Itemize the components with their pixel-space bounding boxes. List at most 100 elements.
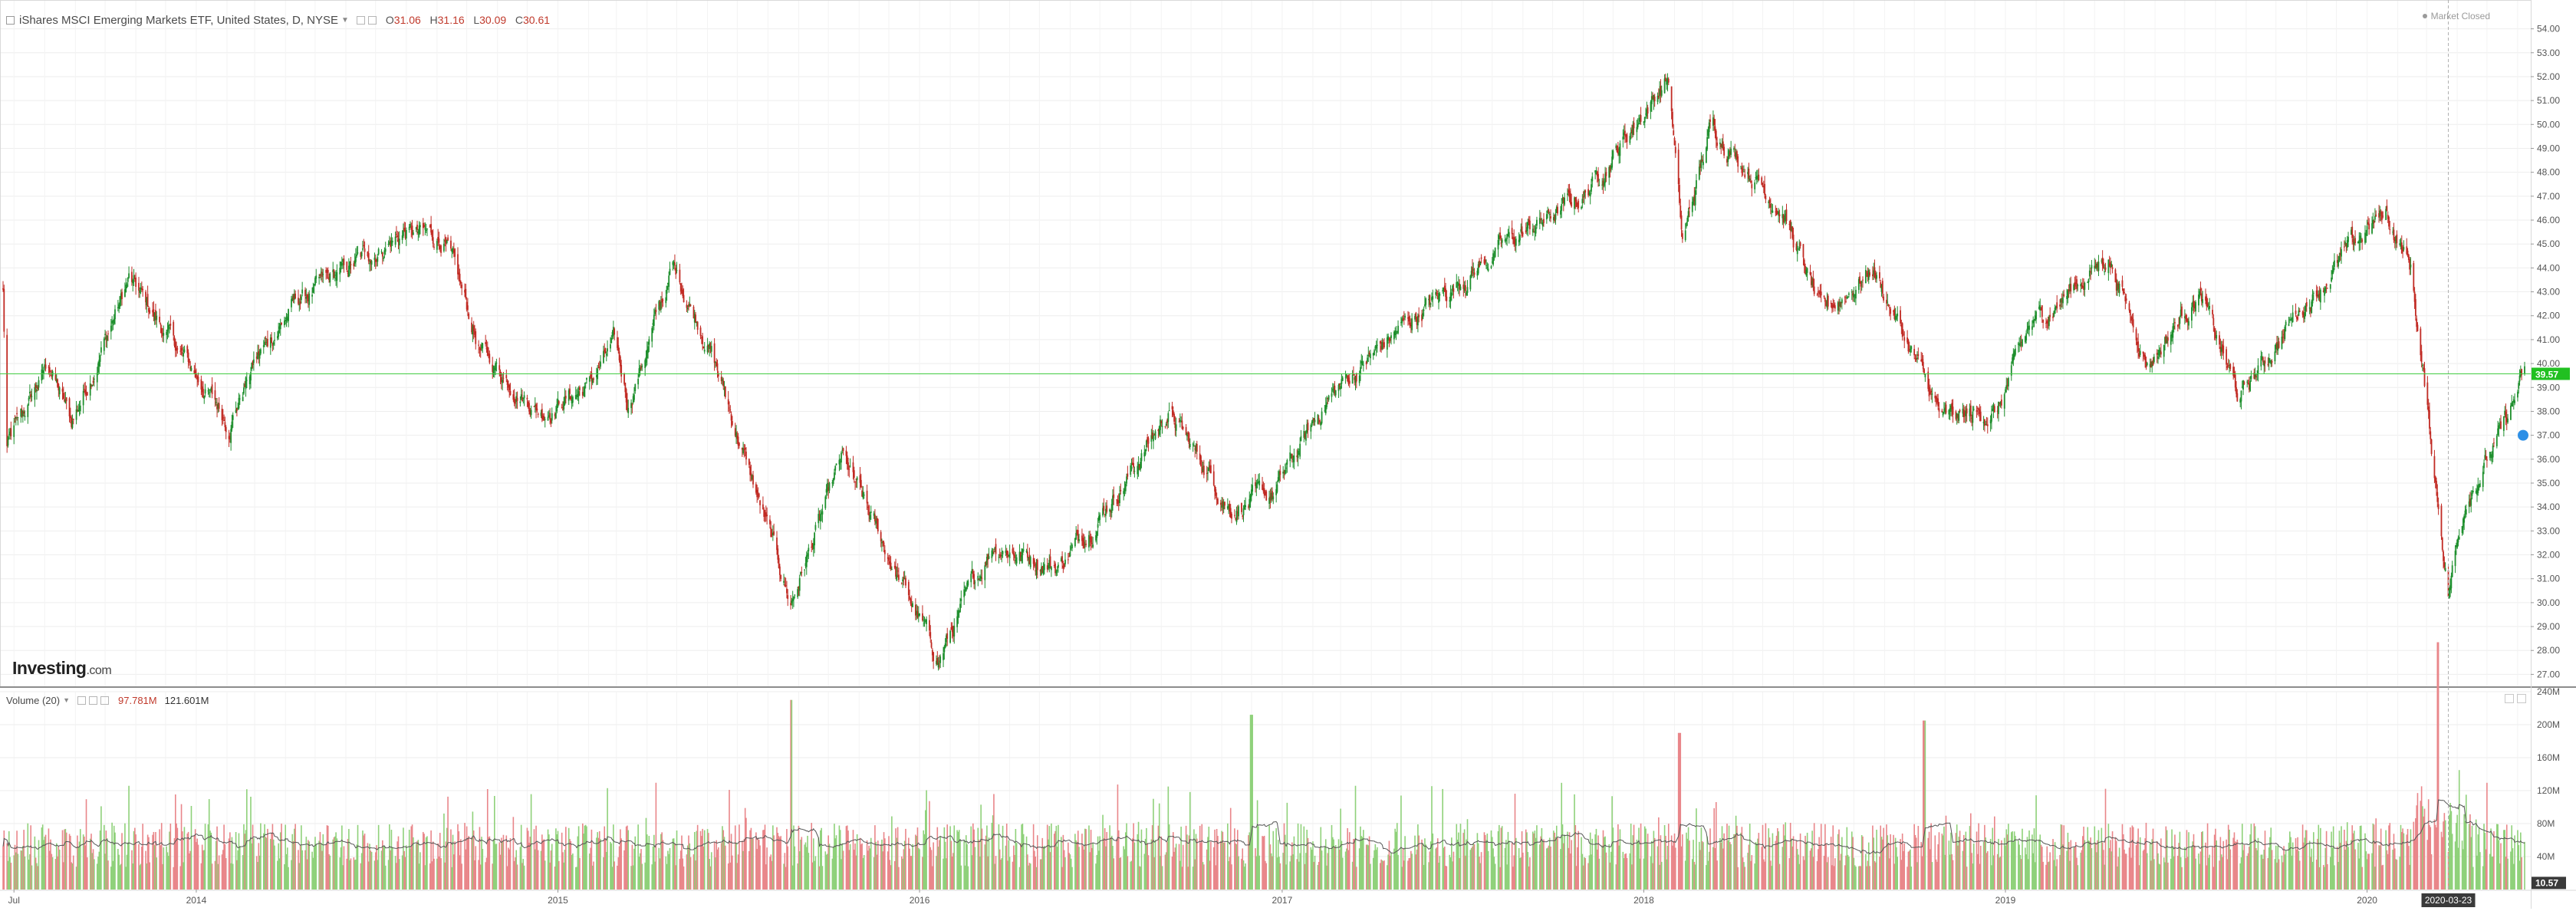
candle-body [1584,190,1587,193]
candle-body [145,291,146,303]
candle-body [1425,298,1427,305]
volume-bar [1414,835,1416,890]
volume-bar [770,854,772,890]
volume-bar [536,842,538,890]
candle-body [1687,211,1689,218]
volume-bar [298,863,301,890]
volume-bar [124,823,126,890]
candle-body [1515,238,1517,246]
candle-body [239,398,241,400]
candle-body [1275,488,1278,495]
volume-bar [1354,839,1356,890]
candle-body [1137,463,1140,470]
candle-body [722,380,725,386]
candle-body [333,269,335,278]
candle-body [1249,498,1251,508]
candle-body [423,225,425,227]
volume-bar [149,862,151,890]
volume-bar [1421,839,1423,890]
volume-bar [1212,847,1215,890]
volume-bar [1331,837,1334,890]
volume-bar [1561,824,1564,890]
candle-body [1015,560,1017,561]
candle-body [312,287,314,293]
candle-body [2365,234,2367,235]
volume-bar [1151,825,1153,890]
volume-bar [1591,854,1592,890]
candle-body [2024,336,2026,343]
volume-bar [1374,844,1377,890]
candle-body [1823,295,1825,298]
candle-body [339,268,341,275]
candle-body [2334,260,2335,267]
candle-body [1282,472,1285,474]
candle-body [1834,305,1836,309]
volume-bar [1546,848,1548,890]
candle-body [2178,324,2180,325]
candle-body [1255,482,1258,488]
candle-body [1791,229,1792,231]
candle-body [186,346,189,354]
volume-bar [203,850,206,890]
candle-body [418,225,420,235]
volume-bar [1435,848,1436,890]
candle-body [1008,552,1011,558]
volume-bar [176,823,177,890]
candle-body [2311,294,2314,304]
candle-body [1921,359,1923,363]
candle-body [468,313,470,319]
candle-body [555,413,557,419]
candle-body [2229,367,2230,369]
candle-body [1250,489,1252,497]
candle-body [2222,345,2225,354]
candle-body [1235,518,1237,520]
volume-bars [2,642,2525,890]
candle-body [1969,405,1972,416]
candle-body [1174,423,1176,429]
candle-body [196,373,197,376]
volume-bar [1543,839,1545,890]
candle-body [2097,261,2100,271]
volume-bar [617,857,620,890]
candle-body [639,367,641,371]
volume-bar [856,834,858,890]
candle-body [360,252,362,258]
volume-bar [604,838,607,890]
candle-body [591,373,593,382]
volume-bar [376,845,377,890]
candle-body [2179,317,2181,324]
volume-bar [1340,808,1341,890]
candle-body [271,337,273,344]
candle-body [231,421,233,429]
volume-bar [294,824,296,890]
candle-body [2461,525,2463,534]
candle-body [1841,299,1843,304]
volume-bar [762,830,764,890]
candle-body [1701,160,1703,162]
candle-body [1202,465,1205,475]
candle-body [946,635,947,643]
volume-bar [1400,795,1402,890]
candle-body [1324,405,1327,413]
volume-bar [1103,838,1105,890]
candle-body [1879,272,1880,279]
candle-body [1831,303,1833,309]
candle-body [1367,354,1370,357]
candle-body [783,580,785,583]
candle-body [1810,275,1812,285]
candle-body [2104,267,2107,270]
volume-bar [563,862,565,890]
volume-bar [854,843,856,890]
volume-bar [438,856,440,890]
volume-bar [1020,843,1022,890]
volume-bar [526,827,528,890]
candle-body [1484,259,1486,263]
volume-bar [674,843,676,890]
volume-bar [716,840,718,890]
volume-bar [717,847,719,890]
candle-body [1490,266,1492,268]
candle-body [1943,409,1945,411]
volume-bar [494,795,495,890]
